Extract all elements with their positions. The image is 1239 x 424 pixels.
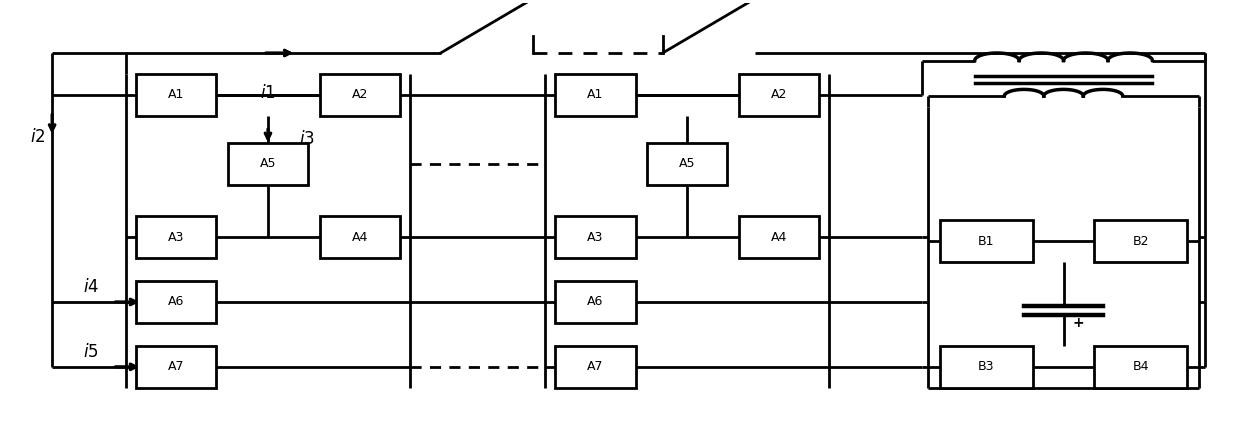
Bar: [647, 143, 727, 185]
Text: $i4$: $i4$: [83, 278, 99, 296]
Bar: [740, 216, 819, 258]
Text: A7: A7: [167, 360, 185, 373]
Text: A2: A2: [771, 88, 788, 101]
Bar: [320, 74, 400, 116]
Bar: [555, 281, 636, 323]
Text: B4: B4: [1132, 360, 1149, 373]
Bar: [940, 220, 1032, 262]
Bar: [555, 74, 636, 116]
Bar: [940, 346, 1032, 388]
Text: A7: A7: [587, 360, 603, 373]
Text: B3: B3: [979, 360, 995, 373]
Text: A3: A3: [169, 231, 185, 244]
Text: +: +: [1073, 316, 1084, 330]
Bar: [136, 216, 216, 258]
Text: $i3$: $i3$: [299, 130, 315, 148]
Text: A4: A4: [352, 231, 368, 244]
Text: A3: A3: [587, 231, 603, 244]
Text: $i2$: $i2$: [30, 128, 46, 146]
Bar: [136, 74, 216, 116]
Bar: [136, 281, 216, 323]
Text: A4: A4: [771, 231, 788, 244]
Bar: [1094, 220, 1187, 262]
Text: B2: B2: [1132, 235, 1149, 248]
Text: A1: A1: [169, 88, 185, 101]
Bar: [228, 143, 309, 185]
Text: B1: B1: [979, 235, 995, 248]
Bar: [136, 346, 216, 388]
Text: A6: A6: [169, 296, 185, 309]
Text: A1: A1: [587, 88, 603, 101]
Bar: [320, 216, 400, 258]
Text: A6: A6: [587, 296, 603, 309]
Bar: [1094, 346, 1187, 388]
Text: $i1$: $i1$: [260, 84, 276, 102]
Bar: [555, 346, 636, 388]
Text: $i5$: $i5$: [83, 343, 99, 361]
Text: A5: A5: [679, 157, 695, 170]
Bar: [740, 74, 819, 116]
Text: A5: A5: [260, 157, 276, 170]
Bar: [555, 216, 636, 258]
Text: A2: A2: [352, 88, 368, 101]
